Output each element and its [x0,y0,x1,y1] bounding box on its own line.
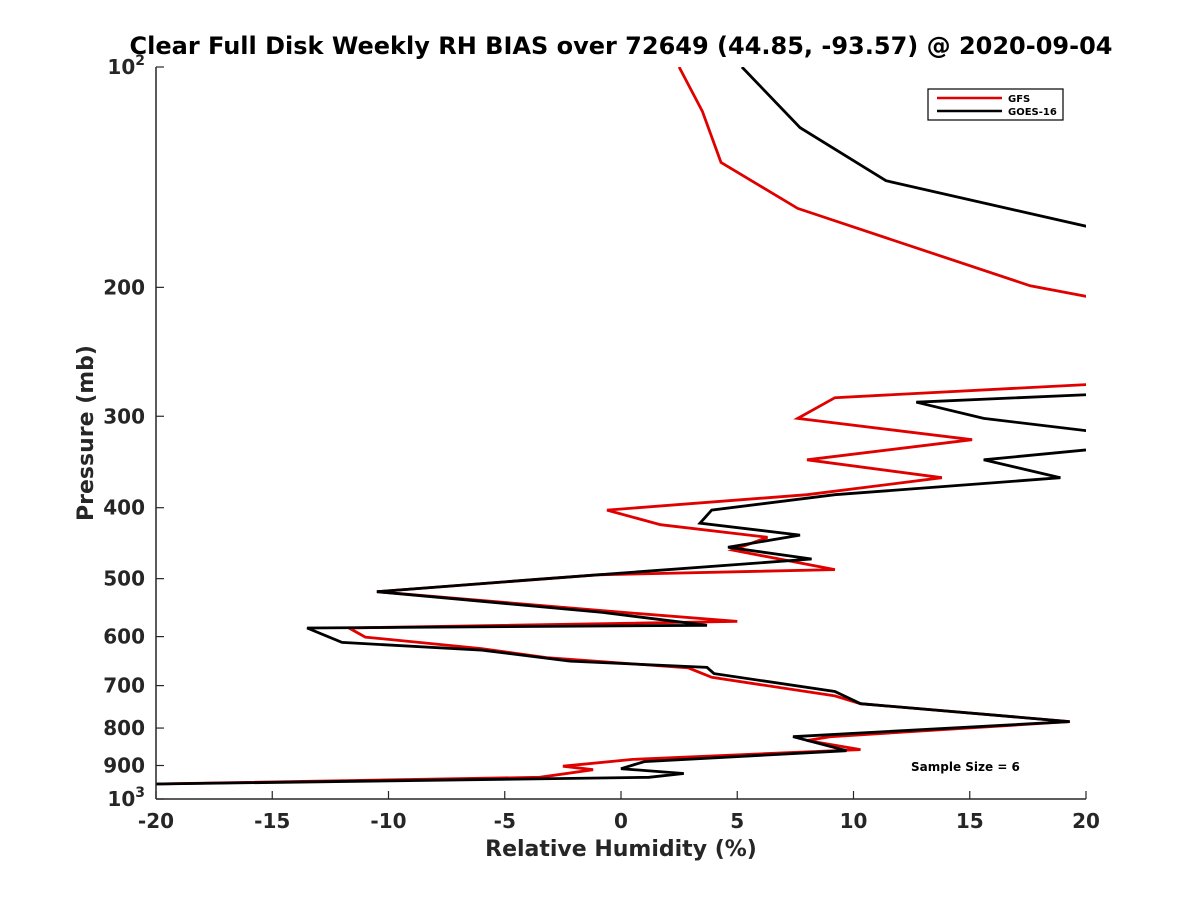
y-tick-label: 900 [103,754,145,778]
y-axis-label: Pressure (mb) [74,345,99,521]
y-tick-label: 700 [103,674,145,698]
x-ticks: -20 -15 -10 -5 0 5 10 15 20 [138,791,1100,833]
legend-label: GFS [1008,94,1030,105]
y-tick-label: 400 [103,496,145,520]
x-axis-label: Relative Humidity (%) [485,837,757,862]
y-tick-label: 102 [107,53,145,79]
x-tick-label: 20 [1072,809,1100,833]
x-tick-label: -10 [370,809,406,833]
series-line-goes-16 [156,67,1086,786]
x-tick-label: 0 [614,809,628,833]
chart-title: Clear Full Disk Weekly RH BIAS over 7264… [130,32,1113,60]
x-tick-label: 15 [956,809,984,833]
sample-size-annotation: Sample Size = 6 [911,760,1020,774]
x-tick-label: -15 [254,809,290,833]
legend-label: GOES-16 [1008,107,1057,118]
y-tick-label: 500 [103,567,145,591]
legend: GFS GOES-16 [927,88,1064,121]
x-tick-label: -5 [494,809,516,833]
x-tick-label: 10 [840,809,868,833]
axes [155,67,1086,800]
y-tick-label: 200 [103,275,145,299]
x-tick-label: -20 [138,809,174,833]
y-tick-label: 103 [107,785,145,811]
x-tick-label: 5 [730,809,744,833]
series-line-gfs [156,67,1086,786]
series-layer [156,67,1086,786]
y-ticks: 102 200 300 400 500 600 700 800 900 103 [103,53,164,811]
y-tick-label: 800 [103,716,145,740]
y-tick-label: 300 [103,404,145,428]
y-tick-label: 600 [103,625,145,649]
legend-box [927,88,1064,121]
